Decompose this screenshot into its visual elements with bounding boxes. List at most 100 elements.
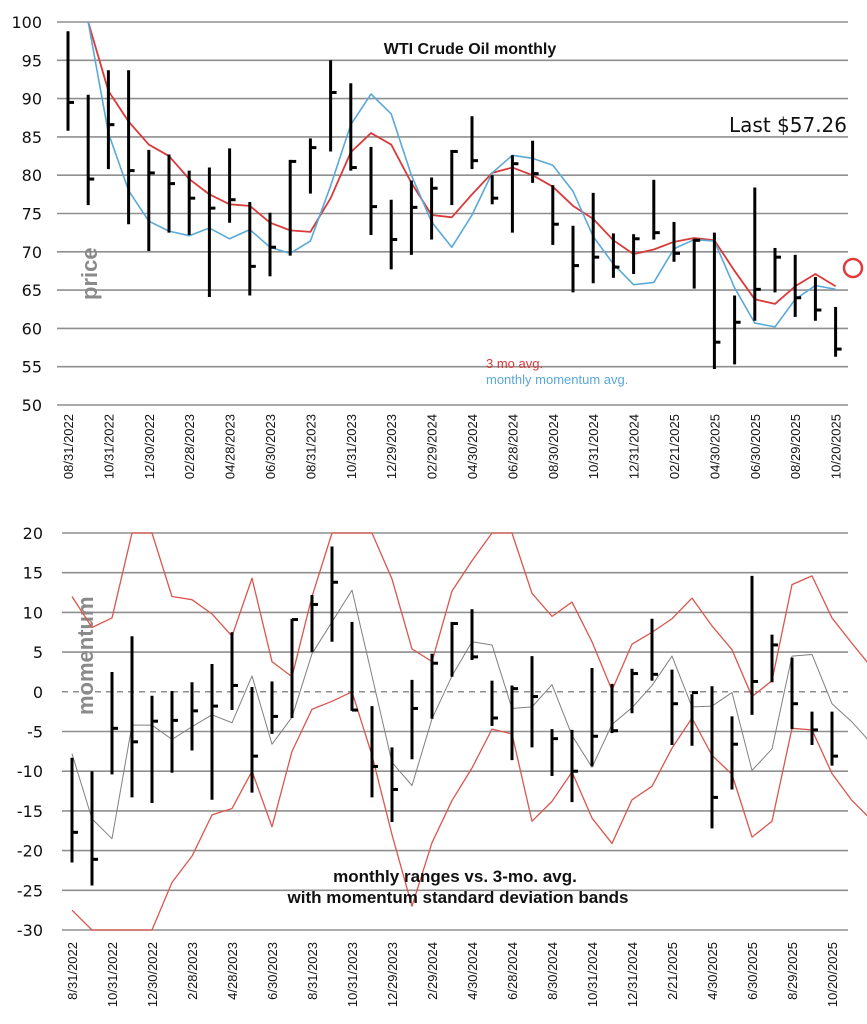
range-bar [793,254,802,317]
range-bar [187,170,196,235]
momentum-y-axis: -30 -25 -20 -15 -10 -5 0 5 10 15 20 [17,524,43,940]
range-bar [652,179,660,240]
momentum-x-axis: 8/31/2022 10/31/2022 12/30/2022 2/28/2023 4/… [65,942,840,1007]
range-bar [750,575,758,715]
x-tick-label: 4/30/2024 [465,942,480,1000]
range-bar [551,185,559,245]
x-tick-label: 8/31/2023 [305,942,320,1000]
range-bar [349,83,357,171]
x-tick-label: 08/29/2025 [788,414,803,479]
momentum-y-label: momentum [73,596,98,715]
momentum-chart-title: monthly ranges vs. 3-mo. avg. [333,867,577,886]
price-x-axis: 08/31/2022 10/31/2022 12/30/2022 02/28/2023… [61,414,844,479]
y-tick-label: 10 [23,603,43,622]
range-bar [66,31,74,131]
range-bar [672,221,680,262]
range-bar [270,681,278,734]
y-tick-label: 20 [23,524,43,543]
momentum-chart-subtitle: with momentum standard deviation bands [287,888,629,907]
y-tick-label: -10 [17,762,43,781]
series-line-2 [71,691,867,931]
range-bar [591,192,600,284]
range-bar [470,609,478,661]
range-bar [610,683,618,734]
price-y-label: price [77,247,102,300]
x-tick-label: 12/31/2024 [627,414,642,479]
range-bar [730,716,738,790]
series-line-0 [87,21,837,305]
x-tick-label: 4/28/2023 [225,942,240,1000]
range-bar [632,234,640,275]
x-tick-label: 8/30/2024 [545,942,560,1000]
x-tick-label: 6/28/2024 [505,942,520,1000]
range-bar [773,247,781,293]
range-bar [248,202,256,296]
range-bar [90,771,98,886]
y-tick-label: 5 [33,643,43,662]
range-bar [330,546,338,642]
x-tick-label: 12/31/2024 [625,942,640,1007]
range-bar [550,729,558,776]
y-tick-label: 55 [22,358,42,377]
range-bar [770,634,778,683]
y-tick-label: 75 [22,205,42,224]
x-tick-label: 12/29/2023 [385,942,400,1007]
price-gridlines [57,21,848,406]
x-tick-label: 08/31/2023 [303,414,318,479]
x-tick-label: 2/21/2025 [665,942,680,1000]
range-bar [510,685,518,761]
range-bar [710,686,718,829]
range-bar [389,199,398,270]
price-chart-title: WTI Crude Oil monthly [384,41,557,58]
y-tick-label: -30 [17,921,43,940]
y-tick-label: 95 [22,51,42,70]
range-bar [127,70,135,225]
range-bar [611,233,620,278]
y-tick-label: 70 [22,243,42,262]
range-bar [430,653,438,719]
range-bar [147,149,155,252]
x-tick-label: 8/29/2025 [785,942,800,1000]
y-tick-label: 85 [22,128,42,147]
range-bar [670,669,678,745]
x-tick-label: 10/20/2025 [829,414,844,479]
y-tick-label: -20 [17,842,43,861]
range-bar [590,667,598,767]
range-bar [390,747,398,823]
range-bar [110,671,118,775]
x-tick-label: 10/31/2024 [586,414,601,479]
y-tick-label: -5 [27,723,43,742]
range-bar [810,711,818,745]
x-tick-label: 10/20/2025 [825,942,840,1007]
y-tick-label: 60 [22,319,42,338]
x-tick-label: 06/30/2023 [263,414,278,479]
range-bar [690,691,698,746]
range-bar [170,691,178,773]
last-price-circle [842,257,864,279]
x-tick-label: 6/30/2025 [745,942,760,1000]
last-price-annotation: Last $57.26 [729,113,847,137]
range-bar [106,70,115,170]
series-line-1 [71,532,867,698]
price-range-bars [66,31,842,369]
x-tick-label: 08/31/2022 [61,414,76,479]
x-tick-label: 10/31/2023 [344,414,359,479]
y-tick-label: 50 [22,396,42,415]
range-bar [268,212,276,277]
range-bar [510,155,519,233]
x-tick-label: 02/28/2023 [182,414,197,479]
range-bar [329,60,337,152]
legend-3mo-avg: 3 mo avg. [486,356,543,371]
range-bar [308,138,317,194]
y-tick-label: 80 [22,166,42,185]
range-bar [190,682,198,751]
range-bar [733,295,741,365]
x-tick-label: 10/31/2022 [101,414,116,479]
range-bar [86,94,95,206]
price-series-lines [87,21,837,328]
range-bar [370,706,378,798]
range-bar [490,175,499,205]
x-tick-label: 12/29/2023 [384,414,399,479]
range-bar [692,238,701,289]
series-line-1 [87,21,836,328]
